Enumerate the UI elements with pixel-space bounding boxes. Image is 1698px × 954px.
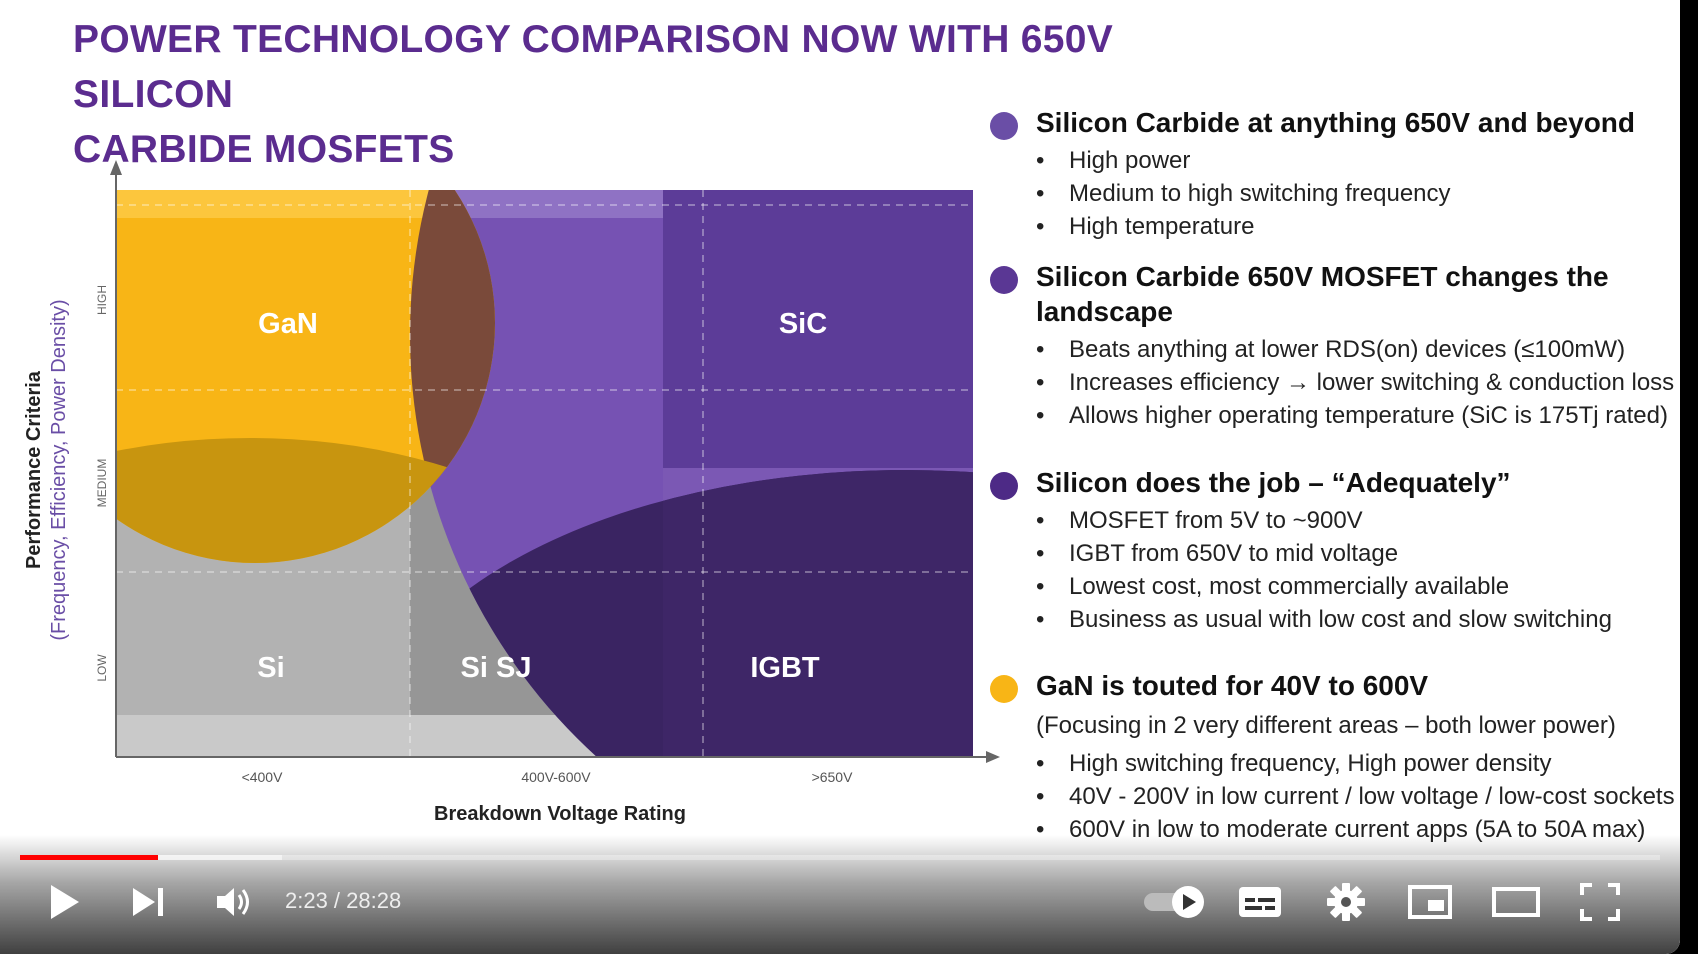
x-axis-arrow-icon bbox=[986, 751, 1000, 763]
x-tick-high-voltage: >650V bbox=[812, 769, 854, 785]
bullet-item: Medium to high switching frequency bbox=[1036, 177, 1635, 210]
section-bullets: MOSFET from 5V to ~900V IGBT from 650V t… bbox=[1036, 504, 1612, 636]
bullet-item: Increases efficiency → lower switching &… bbox=[1036, 366, 1674, 399]
slide-title-line-1: POWER TECHNOLOGY COMPARISON NOW WITH 650… bbox=[73, 18, 1114, 116]
fullscreen-icon bbox=[1580, 883, 1620, 921]
settings-button[interactable] bbox=[1318, 872, 1374, 932]
fullscreen-button[interactable] bbox=[1572, 872, 1628, 932]
slide-title: POWER TECHNOLOGY COMPARISON NOW WITH 650… bbox=[73, 12, 1273, 177]
x-tick-mid-voltage: 400V-600V bbox=[521, 769, 591, 785]
region-label-si-sj: Si SJ bbox=[461, 652, 532, 684]
section-dot-icon bbox=[990, 266, 1018, 294]
section-bullets: High switching frequency, High power den… bbox=[1036, 747, 1675, 846]
x-axis-title: Breakdown Voltage Rating bbox=[434, 803, 686, 825]
y-tick-medium: MEDIUM bbox=[95, 459, 109, 508]
bullet-item: High power bbox=[1036, 144, 1635, 177]
section-bullets: Beats anything at lower RDS(on) devices … bbox=[1036, 333, 1674, 432]
bullet-item: High temperature bbox=[1036, 210, 1635, 243]
time-display: 2:23 / 28:28 bbox=[285, 888, 402, 913]
section-dot-icon bbox=[990, 472, 1018, 500]
section-title: Silicon does the job – “Adequately” bbox=[1036, 467, 1511, 498]
theater-mode-button[interactable] bbox=[1488, 872, 1544, 932]
y-axis-arrow-icon bbox=[110, 160, 122, 175]
bullet-item: 40V - 200V in low current / low voltage … bbox=[1036, 780, 1675, 813]
bullet-item: High switching frequency, High power den… bbox=[1036, 747, 1675, 780]
section-title: GaN is touted for 40V to 600V bbox=[1036, 670, 1429, 701]
technology-comparison-chart: GaN SiC Si Si SJ IGBT <400V 400V-600V >6… bbox=[23, 160, 1000, 825]
bullet-item: Lowest cost, most commercially available bbox=[1036, 570, 1612, 603]
section-title-line-2: landscape bbox=[1036, 296, 1173, 327]
subtitles-button[interactable] bbox=[1232, 872, 1288, 932]
section-sic-650v-beyond: Silicon Carbide at anything 650V and bey… bbox=[990, 105, 1635, 243]
y-axis-subtitle: (Frequency, Efficiency, Power Density) bbox=[48, 299, 70, 640]
section-dot-icon bbox=[990, 675, 1018, 703]
bullet-item: MOSFET from 5V to ~900V bbox=[1036, 504, 1612, 537]
theater-mode-icon bbox=[1492, 887, 1540, 917]
play-icon bbox=[51, 885, 79, 919]
bullet-item: Business as usual with low cost and slow… bbox=[1036, 603, 1612, 636]
section-bullets: High power Medium to high switching freq… bbox=[1036, 144, 1635, 243]
progress-played bbox=[20, 855, 158, 860]
subtitles-icon bbox=[1239, 887, 1281, 917]
section-note: (Focusing in 2 very different areas – bo… bbox=[1036, 712, 1616, 739]
autoplay-toggle[interactable] bbox=[1140, 872, 1210, 932]
section-title: Silicon Carbide 650V MOSFET changes the bbox=[1036, 261, 1609, 292]
bullet-item: Allows higher operating temperature (SiC… bbox=[1036, 399, 1674, 432]
y-axis-title: Performance Criteria bbox=[23, 370, 45, 569]
slide-title-line-2: CARBIDE MOSFETS bbox=[73, 128, 455, 171]
section-sic-650v-mosfet: Silicon Carbide 650V MOSFET changes the … bbox=[990, 259, 1674, 432]
region-label-si: Si bbox=[257, 652, 284, 684]
volume-button[interactable] bbox=[210, 872, 260, 932]
region-label-sic: SiC bbox=[779, 308, 827, 340]
play-button[interactable] bbox=[40, 872, 90, 932]
autoplay-toggle-icon bbox=[1144, 886, 1204, 918]
miniplayer-icon bbox=[1408, 885, 1452, 919]
chart-gridlines bbox=[116, 190, 973, 757]
section-title: Silicon Carbide at anything 650V and bey… bbox=[1036, 107, 1636, 138]
player-controls-overlay bbox=[0, 835, 1680, 954]
progress-bar[interactable] bbox=[20, 855, 1660, 860]
settings-gear-icon bbox=[1327, 883, 1365, 921]
x-tick-low-voltage: <400V bbox=[242, 769, 284, 785]
region-label-gan: GaN bbox=[258, 308, 318, 340]
section-gan-40v-600v: GaN is touted for 40V to 600V (Focusing … bbox=[990, 668, 1675, 846]
section-silicon-adequate: Silicon does the job – “Adequately” MOSF… bbox=[990, 465, 1612, 636]
bullet-item: IGBT from 650V to mid voltage bbox=[1036, 537, 1612, 570]
section-dot-icon bbox=[990, 112, 1018, 140]
next-button[interactable] bbox=[125, 872, 171, 932]
bullet-item: Beats anything at lower RDS(on) devices … bbox=[1036, 333, 1674, 366]
volume-icon bbox=[217, 888, 249, 916]
region-label-igbt: IGBT bbox=[750, 652, 820, 684]
y-tick-high: HIGH bbox=[95, 285, 109, 315]
y-tick-low: LOW bbox=[95, 654, 109, 682]
next-icon bbox=[133, 888, 163, 916]
miniplayer-button[interactable] bbox=[1402, 872, 1458, 932]
